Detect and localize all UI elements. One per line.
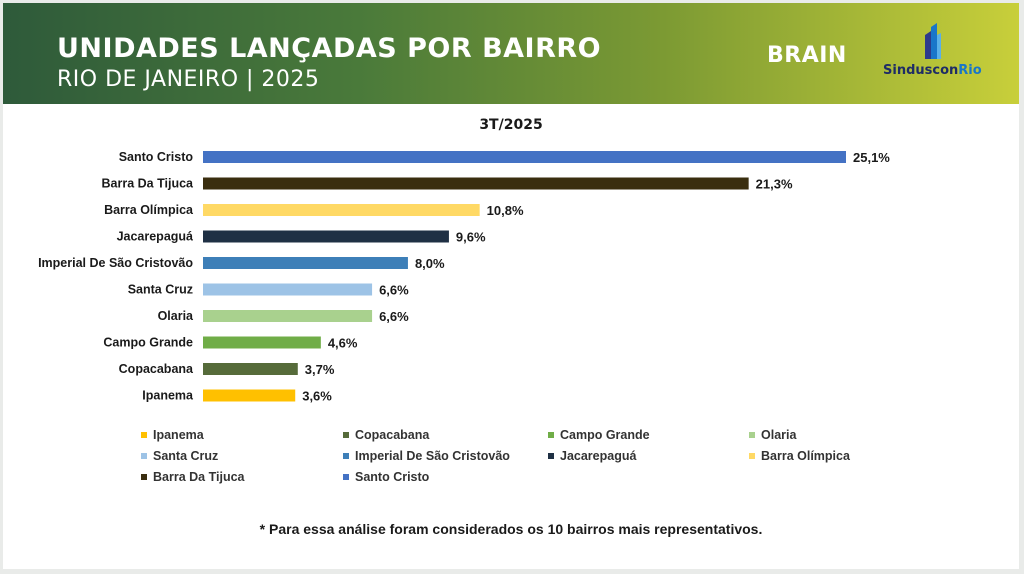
value-label-santo-cristo: 25,1% <box>853 150 890 165</box>
legend-swatch-olaria <box>749 432 755 438</box>
bar-chart: Santo Cristo 25,1% Barra Da Tijuca 21,3% Bar… <box>38 150 890 484</box>
legend-swatch-barra-da-tijuca <box>141 474 147 480</box>
legend-label-imperial-de-sao-cristovao: Imperial De São Cristovão <box>355 449 510 463</box>
legend-label-jacarepagua: Jacarepaguá <box>560 449 636 463</box>
bar-campo-grande <box>203 336 321 349</box>
value-label-imperial-de-sao-cristovao: 8,0% <box>415 256 445 271</box>
legend-label-olaria: Olaria <box>761 428 797 442</box>
page-title: UNIDADES LANÇADAS POR BAIRRO <box>57 33 602 64</box>
category-label-santo-cristo: Santo Cristo <box>119 150 194 164</box>
legend-label-ipanema: Ipanema <box>153 428 205 442</box>
legend-swatch-imperial-de-sao-cristovao <box>343 453 349 459</box>
value-label-barra-olimpica: 10,8% <box>487 203 524 218</box>
category-label-santa-cruz: Santa Cruz <box>128 283 193 297</box>
category-label-ipanema: Ipanema <box>142 389 194 403</box>
category-label-campo-grande: Campo Grande <box>103 336 193 350</box>
legend-label-copacabana: Copacabana <box>355 428 430 442</box>
value-label-copacabana: 3,7% <box>305 362 335 377</box>
bar-ipanema <box>203 389 296 402</box>
legend-swatch-ipanema <box>141 432 147 438</box>
legend-label-santo-cristo: Santo Cristo <box>355 470 430 484</box>
legend-swatch-campo-grande <box>548 432 554 438</box>
category-label-imperial-de-sao-cristovao: Imperial De São Cristovão <box>38 256 193 270</box>
value-label-ipanema: 3,6% <box>302 389 332 404</box>
value-label-olaria: 6,6% <box>379 309 409 324</box>
brain-logo: BRAIN <box>767 43 847 68</box>
bar-copacabana <box>203 363 298 375</box>
bar-santa-cruz <box>203 283 373 296</box>
legend-label-santa-cruz: Santa Cruz <box>153 449 218 463</box>
category-label-barra-olimpica: Barra Olímpica <box>104 203 194 217</box>
footnote: * Para essa análise foram considerados o… <box>259 521 763 537</box>
category-label-barra-da-tijuca: Barra Da Tijuca <box>102 177 195 191</box>
chart-title: 3T/2025 <box>479 117 543 133</box>
header-banner: UNIDADES LANÇADAS POR BAIRRO RIO DE JANE… <box>3 3 1019 104</box>
bar-jacarepagua <box>203 230 449 243</box>
legend-swatch-santa-cruz <box>141 453 147 459</box>
legend-swatch-barra-olimpica <box>749 453 755 459</box>
category-label-copacabana: Copacabana <box>119 362 194 376</box>
category-label-olaria: Olaria <box>158 309 194 323</box>
category-label-jacarepagua: Jacarepaguá <box>117 230 193 244</box>
legend-swatch-santo-cristo <box>343 474 349 480</box>
bar-olaria <box>203 310 373 322</box>
sinduscon-logo-icon <box>925 23 941 59</box>
legend-label-barra-da-tijuca: Barra Da Tijuca <box>153 470 246 484</box>
page-subtitle: RIO DE JANEIRO | 2025 <box>57 67 320 92</box>
bar-barra-da-tijuca <box>203 177 749 190</box>
legend-swatch-copacabana <box>343 432 349 438</box>
slide: UNIDADES LANÇADAS POR BAIRRO RIO DE JANE… <box>3 3 1019 569</box>
bar-imperial-de-sao-cristovao <box>203 257 408 269</box>
legend-label-barra-olimpica: Barra Olímpica <box>761 449 851 463</box>
sinduscon-logo: SindusconRio <box>883 63 982 78</box>
bar-barra-olimpica <box>203 204 480 216</box>
value-label-barra-da-tijuca: 21,3% <box>756 177 793 192</box>
bar-santo-cristo <box>203 151 846 163</box>
legend-label-campo-grande: Campo Grande <box>560 428 650 442</box>
value-label-jacarepagua: 9,6% <box>456 230 486 245</box>
value-label-santa-cruz: 6,6% <box>379 283 409 298</box>
value-label-campo-grande: 4,6% <box>328 336 358 351</box>
legend-swatch-jacarepagua <box>548 453 554 459</box>
